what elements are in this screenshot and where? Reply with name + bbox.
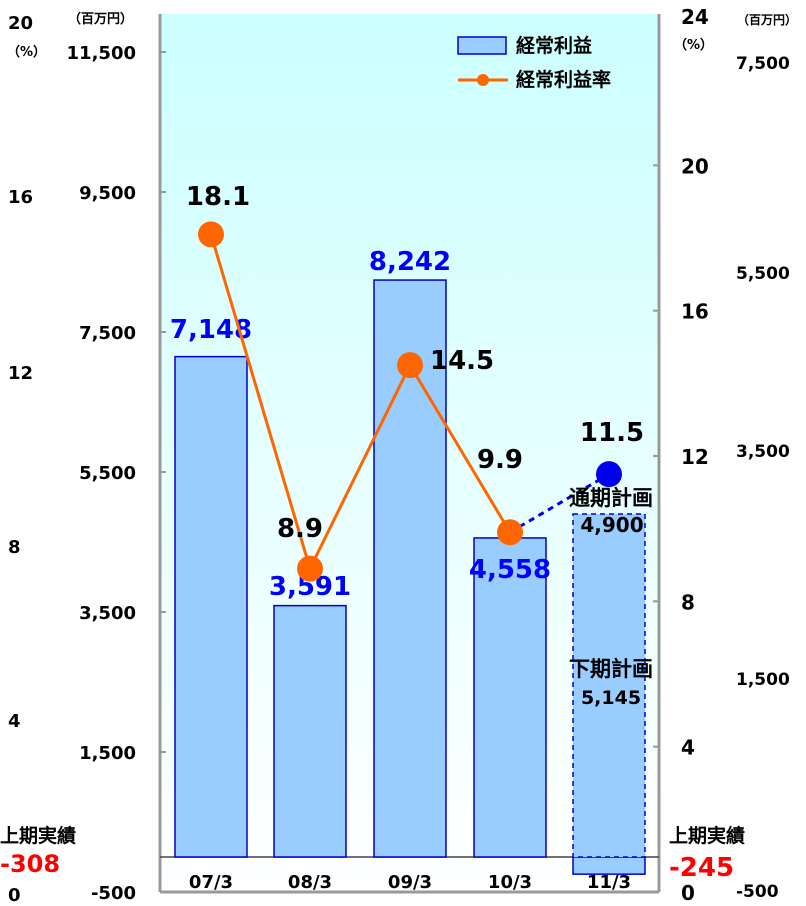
- ratio-value-label: 18.1: [186, 182, 250, 212]
- ratio-value-label: 8.9: [277, 514, 323, 544]
- second-half-plan-value: 5,145: [581, 687, 641, 709]
- x-tick-label: 11/3: [587, 872, 631, 893]
- first-half-actual-left-value: -308: [0, 850, 60, 878]
- bar-value-label: 4,558: [469, 555, 551, 585]
- x-tick-label: 10/3: [488, 872, 532, 893]
- profit-ratio-marker: [397, 352, 423, 379]
- right-yen-tick-label: 1,500: [736, 670, 790, 690]
- x-tick-label: 07/3: [189, 872, 233, 893]
- first-half-actual-left-label: 上期実績: [0, 824, 76, 847]
- profit-ratio-marker: [497, 519, 523, 546]
- left-pct-tick-label: 20: [8, 13, 33, 34]
- right-pct-tick-label: 24: [681, 5, 709, 29]
- profit-ratio-line: [209, 233, 512, 573]
- full-year-plan-label: 通期計画: [569, 486, 653, 510]
- left-pct-tick-label: 16: [8, 187, 33, 208]
- ratio-value-label: 11.5: [580, 418, 644, 448]
- left-pct-tick-label: 8: [8, 537, 21, 558]
- x-tick-label: 08/3: [288, 872, 332, 893]
- left-pct-tick-label: 0: [8, 885, 21, 906]
- bar: [273, 604, 347, 858]
- left-yen-tick-label: 7,500: [79, 323, 136, 344]
- profit-ratio-marker: [297, 555, 323, 582]
- profit-ratio-marker: [198, 221, 224, 248]
- second-half-plan-bar: [572, 513, 646, 858]
- right-pct-tick-label: 4: [681, 736, 695, 760]
- left-yen-tick-label: 3,500: [79, 603, 136, 624]
- right-pct-tick-label: 20: [681, 154, 709, 178]
- left-pct-tick-label: 4: [8, 711, 21, 732]
- bar: [473, 537, 547, 858]
- first-half-actual-right-label: 上期実績: [669, 824, 745, 847]
- right-pct-tick-label: 8: [681, 590, 695, 614]
- left-pct-unit: （%）: [7, 44, 46, 60]
- first-half-actual-right-value: -245: [669, 853, 734, 883]
- left-yen-tick-label: 1,500: [79, 743, 136, 764]
- plan-ratio-connector: [509, 472, 610, 534]
- x-tick-label: 09/3: [388, 872, 432, 893]
- left-yen-tick-label: -500: [91, 883, 136, 904]
- right-yen-tick-label: -500: [736, 882, 779, 902]
- legend-line-marker: [477, 74, 489, 86]
- right-pct-tick-label: 12: [681, 445, 709, 469]
- left-yen-tick-label: 9,500: [79, 183, 136, 204]
- right-pct-tick-label: 0: [681, 881, 695, 905]
- plan-ratio-marker: [596, 461, 622, 488]
- left-yen-tick-label: 5,500: [79, 463, 136, 484]
- legend-bar-label: 経常利益: [516, 34, 592, 57]
- second-half-plan-label: 下期計画: [569, 657, 653, 681]
- left-yen-unit: （百万円）: [68, 11, 133, 27]
- bar: [174, 355, 248, 858]
- right-pct-tick-label: 16: [681, 300, 709, 324]
- left-yen-tick-label: 11,500: [67, 43, 136, 64]
- right-pct-unit: （%）: [674, 37, 713, 53]
- ratio-value-label: 9.9: [477, 445, 523, 475]
- right-yen-tick-label: 5,500: [736, 264, 790, 284]
- right-yen-tick-label: 3,500: [736, 442, 790, 462]
- right-yen-unit: （百万円）: [737, 12, 797, 27]
- plan-value-label: 4,900: [580, 513, 643, 537]
- ratio-value-label: 14.5: [430, 346, 494, 376]
- left-pct-tick-label: 12: [8, 363, 33, 384]
- right-yen-tick-label: 7,500: [736, 54, 790, 74]
- legend-line-label: 経常利益率: [516, 68, 611, 91]
- bar-value-label: 8,242: [369, 247, 451, 277]
- legend-bar-swatch: [457, 36, 507, 55]
